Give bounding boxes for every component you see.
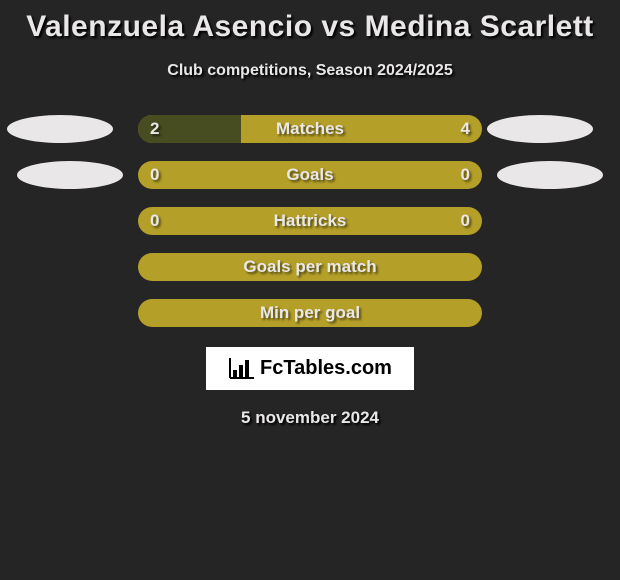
player-left-marker — [7, 115, 113, 143]
stat-row: Goals0 0 — [0, 161, 620, 189]
page-title: Valenzuela Asencio vs Medina Scarlett — [0, 0, 620, 44]
comparison-chart: Matches24Goals00Hattricks00Goals per mat… — [0, 115, 620, 327]
stat-label: Goals — [138, 161, 482, 189]
bar-track: Min per goal — [138, 299, 482, 327]
player-right-marker — [487, 115, 593, 143]
player-left-marker — [17, 161, 123, 189]
player-right-marker — [497, 161, 603, 189]
stat-value-left: 2 — [150, 115, 159, 143]
stat-label: Min per goal — [138, 299, 482, 327]
stat-value-right: 0 — [461, 161, 470, 189]
brand-text: FcTables.com — [260, 357, 392, 380]
stat-value-left: 0 — [150, 161, 159, 189]
brand-box: FcTables.com — [206, 347, 414, 390]
bar-track: Goals0 0 — [138, 161, 482, 189]
stat-value-left: 0 — [150, 207, 159, 235]
stat-row: Goals per match — [0, 253, 620, 281]
stat-value-right: 0 — [461, 207, 470, 235]
bar-track: Matches2 4 — [138, 115, 482, 143]
stat-row: Matches2 4 — [0, 115, 620, 143]
bar-chart-icon — [228, 358, 254, 380]
stat-label: Hattricks — [138, 207, 482, 235]
stat-label: Matches — [138, 115, 482, 143]
bar-track: Goals per match — [138, 253, 482, 281]
subtitle: Club competitions, Season 2024/2025 — [0, 62, 620, 80]
stat-value-right: 4 — [461, 115, 470, 143]
stat-label: Goals per match — [138, 253, 482, 281]
date-text: 5 november 2024 — [0, 408, 620, 428]
stat-row: Hattricks0 0 — [0, 207, 620, 235]
stat-row: Min per goal — [0, 299, 620, 327]
bar-track: Hattricks0 0 — [138, 207, 482, 235]
